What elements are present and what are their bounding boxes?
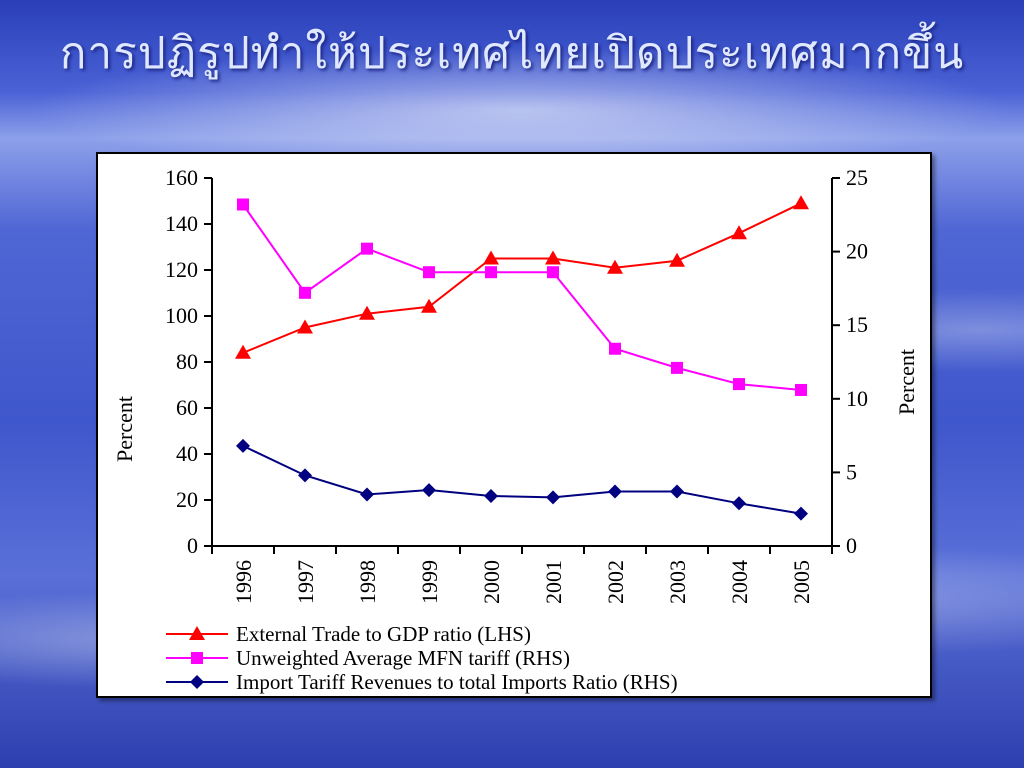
x-tick-label: 2000	[479, 560, 504, 604]
x-tick-label: 1998	[355, 560, 380, 604]
data-point-square	[733, 378, 745, 391]
y-tick-label-left: 160	[165, 165, 198, 190]
data-point-square	[237, 198, 249, 211]
y-tick-label-left: 40	[176, 441, 198, 466]
data-point-square	[609, 342, 621, 355]
data-point-diamond	[360, 487, 374, 502]
y-tick-label-left: 60	[176, 395, 198, 420]
y-tick-label-left: 20	[176, 487, 198, 512]
legend-marker-diamond	[190, 675, 204, 689]
y-tick-label-left: 140	[165, 211, 198, 236]
slide-title: การปฏิรูปทำให้ประเทศไทยเปิดประเทศมากขึ้น	[59, 28, 965, 79]
data-point-diamond	[732, 496, 746, 511]
data-point-triangle	[483, 250, 499, 265]
data-point-triangle	[669, 252, 685, 267]
x-tick-label: 1997	[293, 560, 318, 604]
y-tick-label-right: 20	[846, 239, 868, 264]
x-tick-label: 1999	[417, 560, 442, 604]
data-point-triangle	[607, 259, 623, 274]
data-point-diamond	[298, 468, 312, 483]
y-tick-label-right: 15	[846, 312, 868, 337]
y-tick-label-left: 100	[165, 303, 198, 328]
data-point-triangle	[297, 319, 313, 334]
y-tick-label-right: 10	[846, 386, 868, 411]
data-point-square	[671, 361, 683, 374]
data-point-diamond	[670, 484, 684, 499]
data-point-triangle	[235, 344, 251, 359]
legend-marker-triangle	[189, 626, 205, 640]
y-tick-label-right: 5	[846, 459, 857, 484]
legend-label-2: Unweighted Average MFN tariff (RHS)	[236, 646, 570, 670]
y-tick-label-right: 25	[846, 165, 868, 190]
data-point-square	[423, 266, 435, 279]
y-axis-label-right: Percent	[894, 349, 919, 415]
series-line-2	[242, 203, 802, 391]
y-tick-label-left: 0	[187, 533, 198, 558]
data-point-diamond	[608, 484, 622, 499]
x-tick-label: 2005	[789, 560, 814, 604]
x-tick-label: 1996	[231, 560, 256, 604]
data-point-square	[361, 242, 373, 255]
y-tick-label-left: 120	[165, 257, 198, 282]
x-tick-label: 2002	[603, 560, 628, 604]
y-tick-label-right: 0	[846, 533, 857, 558]
data-point-square	[795, 383, 807, 396]
series-line-3	[242, 445, 802, 515]
data-point-triangle	[793, 195, 809, 210]
data-point-diamond	[484, 488, 498, 503]
data-point-square	[485, 266, 497, 279]
data-point-triangle	[421, 298, 437, 313]
data-point-triangle	[545, 250, 561, 265]
data-point-square	[299, 286, 311, 299]
series-line-1	[242, 202, 802, 354]
x-tick-label: 2004	[727, 560, 752, 604]
y-axis-label-left: Percent	[112, 396, 137, 462]
legend: External Trade to GDP ratio (LHS)Unweigh…	[166, 622, 678, 694]
legend-label-3: Import Tariff Revenues to total Imports …	[236, 670, 678, 694]
legend-marker-square	[191, 652, 203, 664]
data-point-diamond	[794, 506, 808, 521]
data-point-triangle	[731, 225, 747, 240]
line-chart: 0 20 40 60 80 100 120 140 160 0 5 10 15 20 25 1996 199…	[112, 165, 919, 694]
data-point-triangle	[359, 305, 375, 320]
data-point-diamond	[546, 490, 560, 505]
chart-container: 0 20 40 60 80 100 120 140 160 0 5 10 15 20 25 1996 199…	[96, 152, 932, 698]
data-point-diamond	[422, 483, 436, 498]
data-point-diamond	[236, 438, 250, 453]
legend-label-1: External Trade to GDP ratio (LHS)	[236, 622, 531, 646]
data-point-square	[547, 266, 559, 279]
y-tick-label-left: 80	[176, 349, 198, 374]
x-tick-label: 2003	[665, 560, 690, 604]
x-tick-label: 2001	[541, 560, 566, 604]
